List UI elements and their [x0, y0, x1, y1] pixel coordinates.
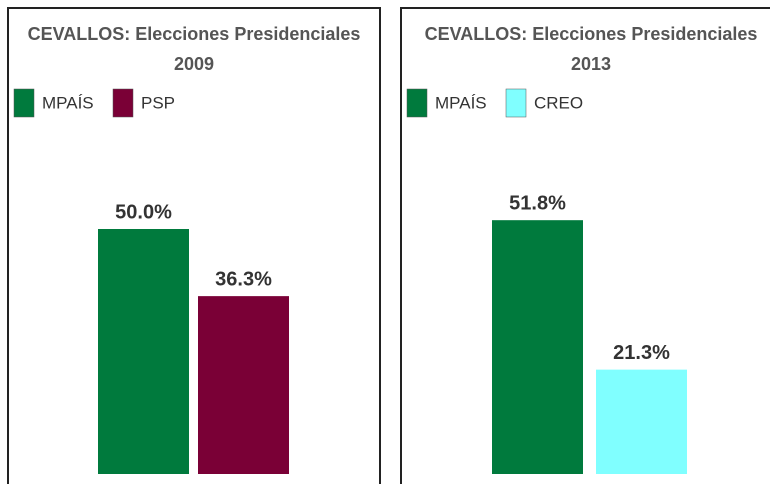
- bar: [198, 296, 289, 474]
- legend-swatch: [112, 88, 134, 118]
- chart-subtitle: 2009: [174, 54, 214, 74]
- value-label: 21.3%: [613, 342, 670, 364]
- value-label: 51.8%: [509, 192, 566, 214]
- bar: [98, 229, 189, 474]
- legend-swatch: [505, 88, 527, 118]
- legend-swatch: [406, 88, 428, 118]
- legend-label: MPAÍS: [435, 93, 487, 112]
- chart-title: CEVALLOS: Elecciones Presidenciales: [425, 24, 758, 44]
- value-label: 36.3%: [215, 268, 272, 290]
- chart-subtitle: 2013: [571, 54, 611, 74]
- panel-frame: [7, 7, 381, 484]
- bar: [492, 220, 583, 474]
- legend-label: CREO: [534, 93, 583, 112]
- legend-label: PSP: [141, 93, 175, 112]
- legend-swatch: [13, 88, 35, 118]
- chart-title: CEVALLOS: Elecciones Presidenciales: [28, 24, 361, 44]
- value-label: 50.0%: [115, 201, 172, 223]
- bar: [596, 369, 687, 474]
- legend-label: MPAÍS: [42, 93, 94, 112]
- panel-frame: [400, 7, 770, 484]
